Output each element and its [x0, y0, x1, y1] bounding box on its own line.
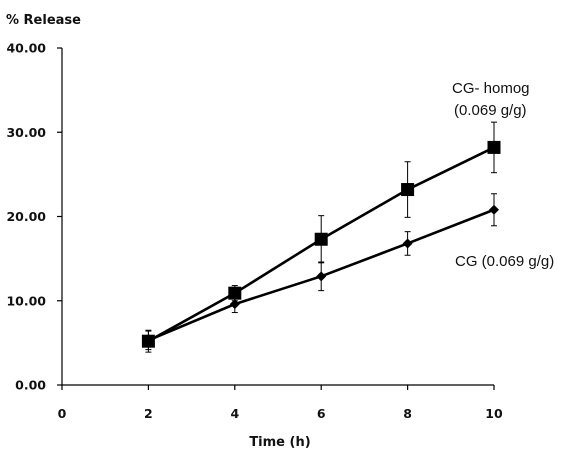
- y-tick-label: 30.00: [6, 125, 46, 140]
- data-point-square: [487, 140, 501, 154]
- y-tick-label: 20.00: [6, 209, 46, 224]
- data-point-diamond: [489, 204, 499, 215]
- y-tick-label: 40.00: [6, 41, 46, 56]
- data-point-square: [401, 183, 415, 197]
- x-tick-label: 6: [317, 406, 326, 421]
- data-point-square: [228, 286, 242, 300]
- x-axis-title: Time (h): [249, 435, 310, 450]
- y-tick-label: 0.00: [15, 378, 46, 393]
- x-tick-label: 0: [58, 406, 67, 421]
- data-point-diamond: [316, 271, 327, 282]
- annotation-cg: CG (0.069 g/g): [455, 253, 554, 270]
- axes: 0.00 10.00 20.00 30.00 40.00 0 2 4 6 8 10: [6, 41, 503, 422]
- data-point-diamond: [143, 335, 154, 346]
- x-tick-label: 10: [485, 406, 503, 421]
- data-point-diamond: [229, 299, 240, 310]
- x-tick-label: 8: [403, 406, 412, 421]
- x-tick-label: 4: [230, 406, 239, 421]
- series-diamond: [143, 193, 499, 351]
- data-point-diamond: [402, 238, 413, 249]
- data-point-square: [314, 232, 328, 246]
- x-tick-label: 2: [144, 406, 153, 421]
- y-axis-title: % Release: [6, 13, 81, 28]
- annotation-homog-line2: (0.069 g/g): [454, 102, 527, 119]
- annotation-homog-line1: CG- homog: [452, 80, 530, 97]
- series-square: [141, 121, 501, 353]
- plot-area: [141, 121, 501, 353]
- y-tick-label: 10.00: [6, 293, 46, 308]
